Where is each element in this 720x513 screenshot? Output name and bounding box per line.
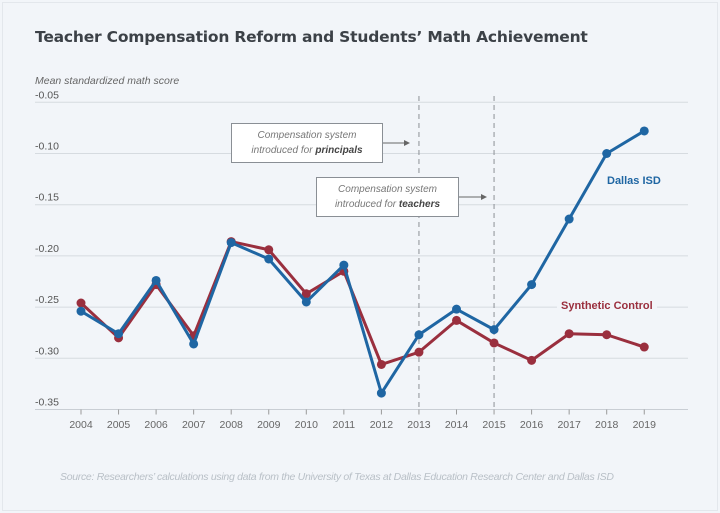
x-tick-label: 2017	[557, 419, 581, 431]
annotation-line2: introduced for	[334, 199, 399, 210]
data-point-synthetic	[602, 330, 612, 340]
data-point-synthetic	[639, 342, 649, 352]
data-point-dallas	[189, 339, 199, 349]
y-tick-label: -0.20	[35, 243, 59, 255]
annotation-principals: Compensation system introduced for princ…	[231, 123, 383, 163]
x-tick-label: 2010	[295, 419, 319, 431]
y-tick-label: -0.15	[35, 192, 59, 204]
data-point-synthetic	[414, 347, 424, 357]
x-tick-label: 2011	[333, 419, 356, 431]
data-point-dallas	[151, 275, 161, 285]
y-tick-label: -0.05	[35, 89, 59, 101]
x-tick-label: 2004	[69, 419, 93, 431]
data-point-dallas	[301, 297, 311, 307]
x-tick-label: 2016	[520, 419, 544, 431]
data-point-dallas	[489, 325, 499, 335]
data-point-dallas	[339, 260, 349, 270]
data-point-synthetic	[376, 359, 386, 369]
data-point-dallas	[414, 330, 424, 340]
arrow-head-icon	[404, 140, 410, 146]
x-tick-label: 2012	[370, 419, 394, 431]
data-point-dallas	[639, 126, 649, 136]
data-point-synthetic	[452, 315, 461, 325]
annotation-line1: Compensation system	[338, 184, 437, 195]
annotation-teachers: Compensation system introduced for teach…	[316, 177, 459, 217]
x-tick-label: 2006	[144, 419, 168, 431]
data-point-synthetic	[489, 338, 499, 348]
y-tick-label: -0.35	[35, 397, 59, 409]
x-tick-label: 2015	[482, 419, 506, 431]
x-tick-label: 2013	[407, 419, 431, 431]
data-point-synthetic	[564, 329, 574, 339]
data-point-dallas	[452, 304, 461, 314]
x-tick-label: 2009	[257, 419, 281, 431]
series-label-synthetic: Synthetic Control	[557, 300, 657, 312]
source-note: Source: Researchers’ calculations using …	[60, 471, 614, 483]
data-point-dallas	[564, 214, 574, 224]
x-tick-label: 2019	[633, 419, 657, 431]
data-point-synthetic	[264, 245, 274, 255]
data-point-synthetic	[76, 298, 86, 308]
data-point-synthetic	[301, 289, 311, 299]
data-point-synthetic	[527, 355, 537, 365]
y-tick-label: -0.30	[35, 345, 59, 357]
annotation-line2: introduced for	[251, 145, 316, 156]
x-tick-label: 2005	[107, 419, 131, 431]
data-point-dallas	[376, 388, 386, 398]
y-tick-label: -0.25	[35, 294, 59, 306]
series-label-dallas: Dallas ISD	[607, 175, 661, 187]
data-point-dallas	[602, 149, 612, 158]
y-tick-label: -0.10	[35, 141, 59, 153]
y-axis-label: Mean standardized math score	[35, 75, 179, 87]
annotation-bold: teachers	[398, 199, 441, 210]
x-tick-label: 2014	[445, 419, 469, 431]
x-tick-label: 2007	[182, 419, 206, 431]
x-tick-label: 2018	[595, 419, 619, 431]
data-point-dallas	[114, 329, 124, 339]
annotation-line1: Compensation system	[257, 130, 357, 141]
arrow-head-icon	[481, 194, 487, 200]
data-point-dallas	[226, 238, 236, 248]
annotation-bold: principals	[315, 145, 363, 156]
data-point-dallas	[76, 306, 86, 316]
series-line-dallas	[80, 129, 646, 395]
data-point-dallas	[264, 254, 274, 264]
chart-title: Teacher Compensation Reform and Students…	[35, 28, 588, 46]
data-point-dallas	[527, 280, 537, 290]
x-tick-label: 2008	[220, 419, 244, 431]
